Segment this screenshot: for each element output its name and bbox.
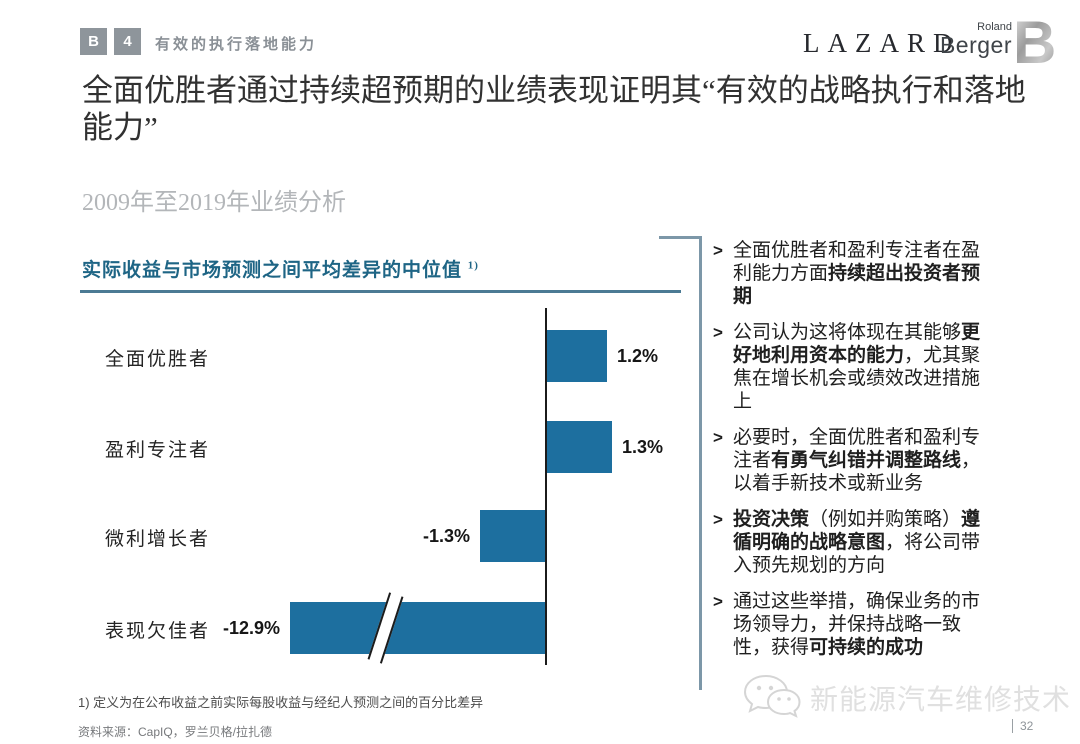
page-number-separator <box>1012 719 1013 733</box>
source-note: 资料来源：CapIQ，罗兰贝格/拉扎德 <box>78 725 273 739</box>
wechat-icon <box>740 672 804 723</box>
bullet-list: > 全面优胜者和盈利专注者在盈利能力方面持续超出投资者预期 > 公司认为这将体现在其能… <box>713 239 985 672</box>
lazard-logo: LAZARD <box>803 28 961 58</box>
chart-category-label: 盈利专注者 <box>105 440 211 461</box>
bullet-marker-icon: > <box>713 323 723 342</box>
chart-bar <box>547 330 607 382</box>
bullet-text: 公司认为这将体现在其能够更好地利用资本的能力，尤其聚焦在增长机会或绩效改进措施上 <box>733 322 981 412</box>
svg-text:B: B <box>1016 14 1056 68</box>
chart-bar <box>480 510 545 562</box>
bullet-item: > 通过这些举措，确保业务的市场领导力，并保持战略一致性，获得可持续的成功 <box>713 590 985 659</box>
section-badge-number: 4 <box>114 28 141 55</box>
chart-value-label: -1.3% <box>422 526 470 546</box>
watermark: 新能源汽车维修技术 <box>740 672 1071 723</box>
bullet-item: > 公司认为这将体现在其能够更好地利用资本的能力，尤其聚焦在增长机会或绩效改进措施… <box>713 321 985 413</box>
roland-berger-logo-top: Roland <box>977 21 1012 33</box>
chart-footnote: 1) 定义为在公布收益之前实际每股收益与经纪人预测之间的百分比差异 <box>78 695 484 710</box>
chart-bar <box>547 421 612 473</box>
chart-value-label: -12.9% <box>222 618 280 638</box>
chart-title-footnote-ref: 1) <box>467 259 479 272</box>
chart-title-text: 实际收益与市场预测之间平均差异的中位值 <box>82 260 463 281</box>
bullet-item: > 全面优胜者和盈利专注者在盈利能力方面持续超出投资者预期 <box>713 239 985 308</box>
section-label: 有效的执行落地能力 <box>155 36 318 53</box>
bullet-text: 投资决策（例如并购策略）遵循明确的战略意图，将公司带入预先规划的方向 <box>733 509 981 576</box>
divider-bracket-vertical <box>699 236 702 690</box>
bullet-marker-icon: > <box>713 428 723 447</box>
bar-chart: 全面优胜者 1.2% 盈利专注者 1.3% 微利增长者 -1.3% 表现欠佳者 -12.9% <box>80 300 695 675</box>
page-title: 全面优胜者通过持续超预期的业绩表现证明其“有效的战略执行和落地能力” <box>82 73 1026 145</box>
bullet-text: 全面优胜者和盈利专注者在盈利能力方面持续超出投资者预期 <box>733 240 981 307</box>
divider-bracket-horizontal <box>659 236 702 239</box>
chart-title-underline <box>80 290 681 293</box>
chart-bar <box>290 602 545 654</box>
bullet-text: 通过这些举措，确保业务的市场领导力，并保持战略一致性，获得可持续的成功 <box>733 591 981 658</box>
chart-value-label: 1.2% <box>617 346 659 366</box>
page-number: 32 <box>1012 719 1033 733</box>
section-badge-letter: B <box>80 28 107 55</box>
bullet-text: 必要时，全面优胜者和盈利专注者有勇气纠错并调整路线，以着手新技术或新业务 <box>733 427 981 494</box>
roland-berger-logo: Roland Berger <box>930 21 1012 58</box>
chart-category-label: 全面优胜者 <box>105 349 211 370</box>
chart-title: 实际收益与市场预测之间平均差异的中位值 1) <box>82 255 479 282</box>
bullet-marker-icon: > <box>713 592 723 611</box>
chart-axis-line <box>545 308 547 665</box>
watermark-text: 新能源汽车维修技术 <box>810 683 1072 715</box>
roland-berger-logo-bottom: Berger <box>939 32 1012 58</box>
chart-value-label: 1.3% <box>622 437 664 457</box>
bullet-marker-icon: > <box>713 510 723 529</box>
bullet-item: > 投资决策（例如并购策略）遵循明确的战略意图，将公司带入预先规划的方向 <box>713 508 985 577</box>
page-subtitle: 2009年至2019年业绩分析 <box>82 190 346 216</box>
roland-berger-b-icon: B <box>1013 9 1056 76</box>
chart-category-label: 表现欠佳者 <box>105 621 211 642</box>
bullet-marker-icon: > <box>713 241 723 260</box>
chart-category-label: 微利增长者 <box>105 529 211 550</box>
page-number-value: 32 <box>1020 719 1034 733</box>
bullet-item: > 必要时，全面优胜者和盈利专注者有勇气纠错并调整路线，以着手新技术或新业务 <box>713 426 985 495</box>
